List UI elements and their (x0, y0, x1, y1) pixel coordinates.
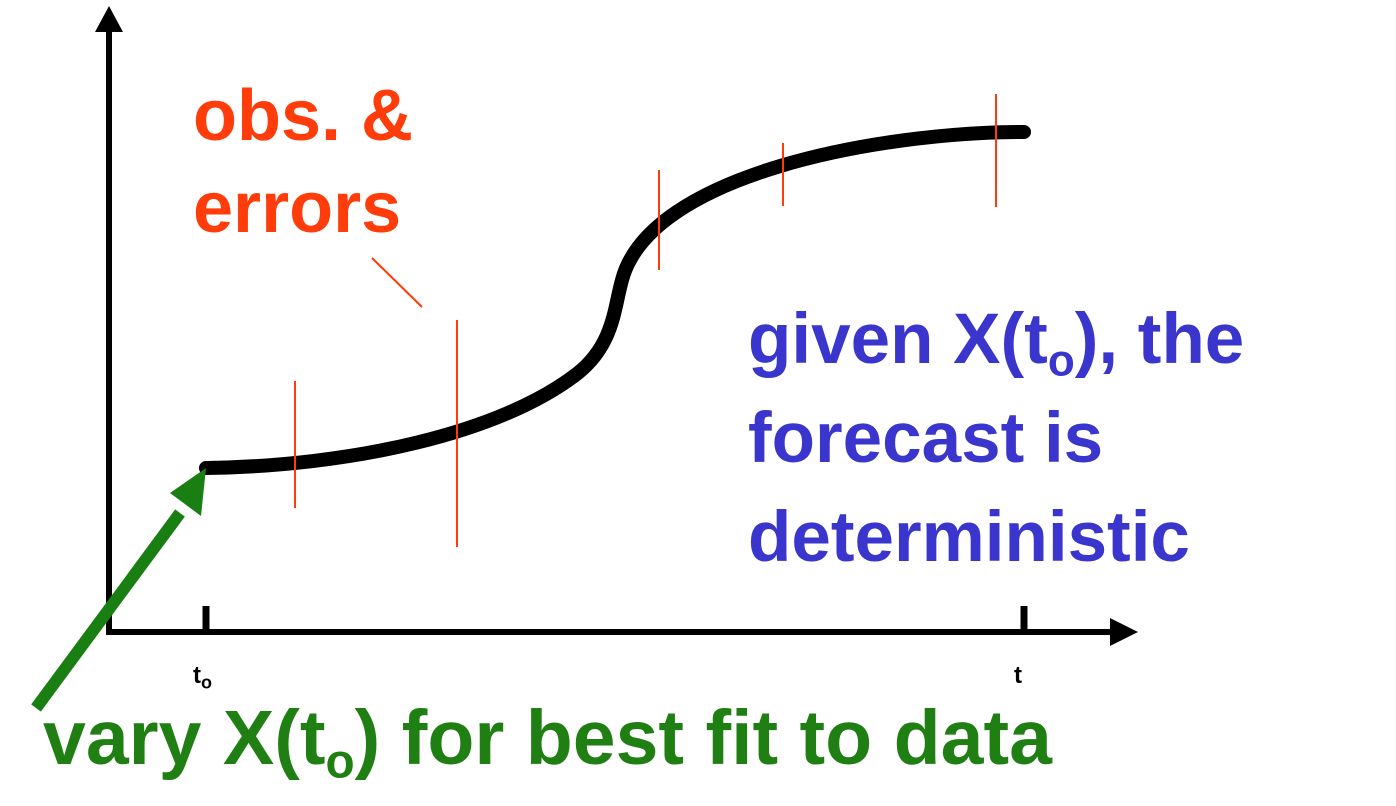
observations-label-line1: obs. & (193, 76, 414, 156)
observations-label: obs. & errors (193, 70, 413, 254)
tick-label-t0: to (193, 662, 212, 693)
observation-pointer (371, 257, 423, 308)
vary-label-pre: vary X(t (43, 695, 326, 781)
tick-label-t: t (1014, 662, 1022, 689)
forecast-label-line3: deterministic (748, 498, 1190, 577)
forecast-label-line2: forecast is (748, 399, 1104, 478)
forecast-label-line1-pre: given X(t (748, 300, 1048, 379)
initial-condition-arrow (31, 468, 206, 712)
forecast-label-line1-post: ), the (1074, 300, 1245, 379)
tick-label-t0-base: t (193, 662, 201, 689)
x-axis-arrowhead (1110, 618, 1138, 646)
vary-label: vary X(to) for best fit to data (43, 700, 1052, 786)
y-axis-arrowhead (95, 6, 123, 32)
arrow-head (170, 468, 206, 516)
observations-label-line2: errors (193, 168, 402, 248)
vary-label-subscript: o (325, 735, 355, 789)
forecast-label-line1-subscript: o (1047, 336, 1075, 386)
arrow-shaft (31, 509, 185, 712)
forecast-label: given X(to), the forecast is determinist… (748, 290, 1244, 587)
vary-label-post: ) for best fit to data (354, 695, 1052, 781)
forecast-label-line1: given X(to), the (748, 290, 1244, 389)
axes (95, 6, 1138, 646)
forecast-curve (199, 125, 1031, 475)
error-bars (294, 94, 997, 547)
tick-label-t0-subscript: o (201, 672, 212, 693)
